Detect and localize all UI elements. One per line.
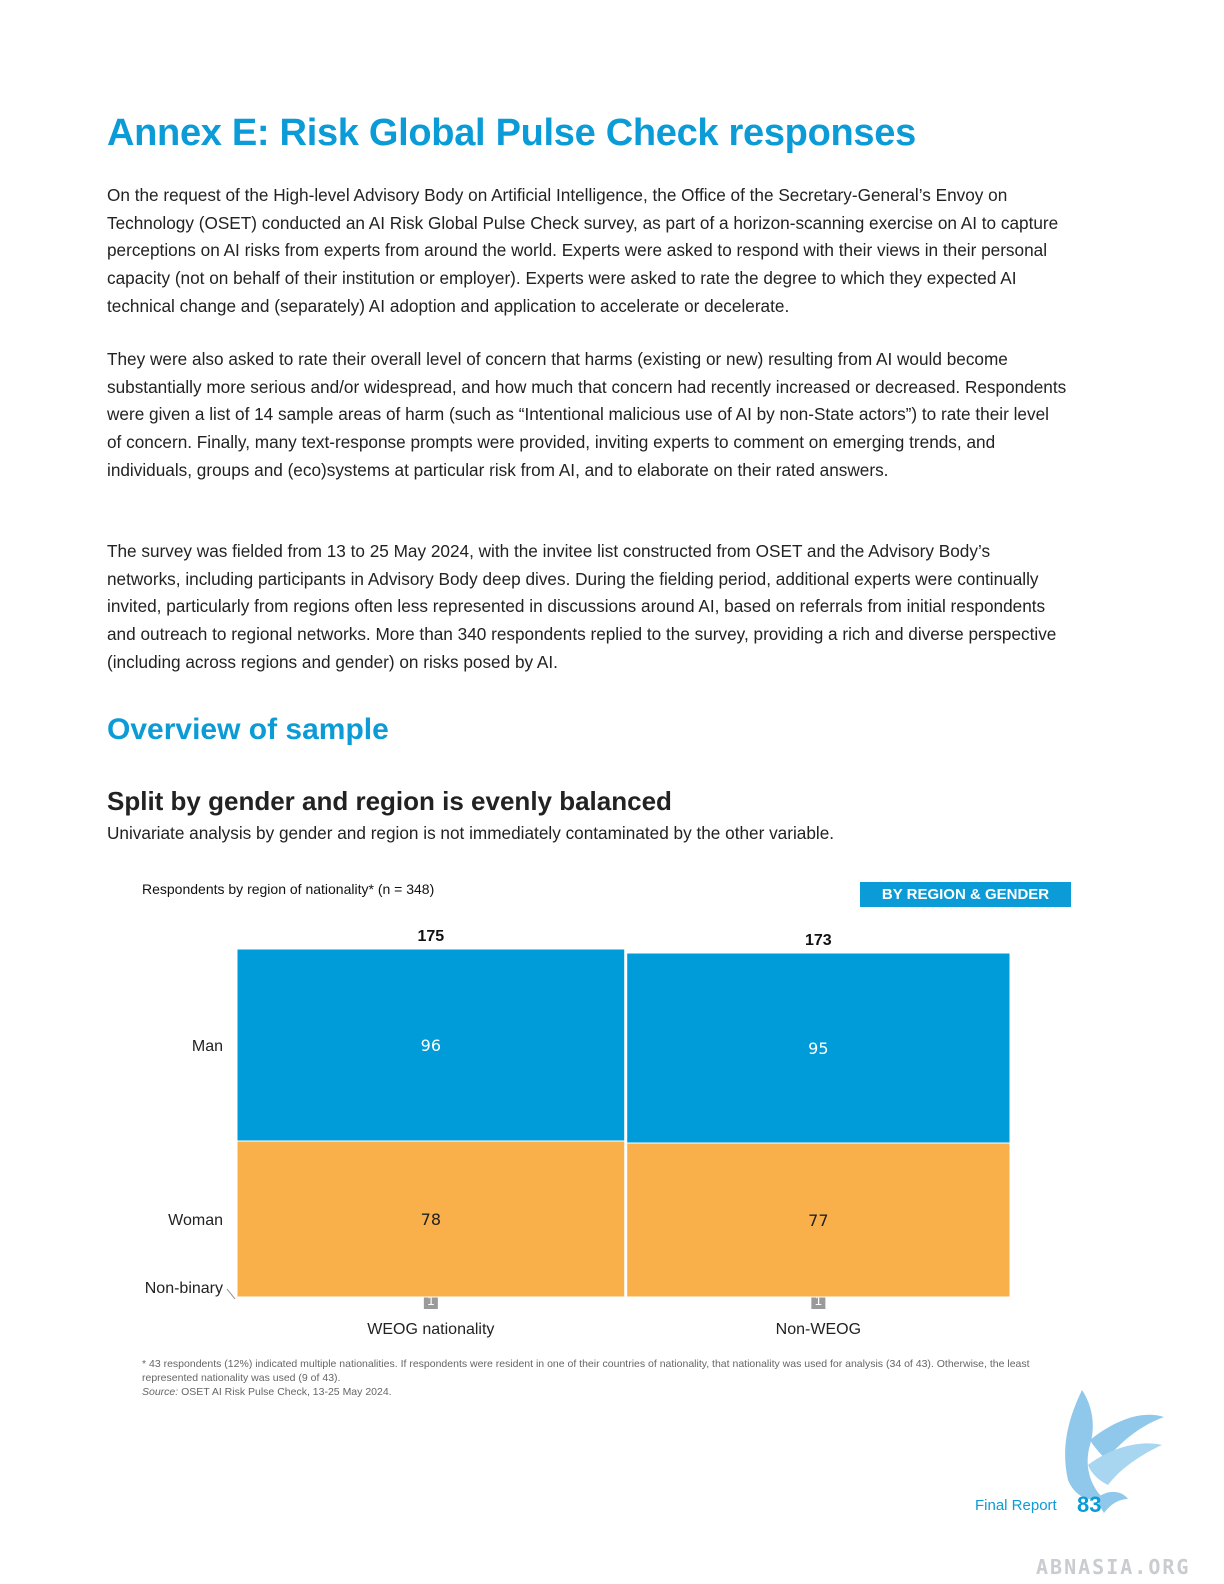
watermark-text: ABNASIA.ORG — [1036, 1555, 1191, 1579]
total-label-0: 175 — [418, 928, 445, 945]
category-label-0: WEOG nationality — [367, 1321, 494, 1338]
footnote-text: * 43 respondents (12%) indicated multipl… — [142, 1358, 1030, 1384]
total-label-1: 173 — [805, 932, 832, 949]
segment-man-1 — [626, 952, 1011, 1144]
data-label-man-0: 96 — [421, 1036, 441, 1055]
chart-heading: Split by gender and region is evenly bal… — [107, 786, 672, 816]
segment-man-0 — [236, 948, 626, 1142]
segment-woman-0 — [236, 1140, 626, 1298]
section-heading: Overview of sample — [107, 713, 389, 746]
data-label-woman-1: 77 — [808, 1211, 828, 1230]
source-line: Source: OSET AI Risk Pulse Check, 13-25 … — [142, 1385, 1042, 1399]
bird-logo-icon — [1065, 1390, 1164, 1513]
paragraph-3: The survey was fielded from 13 to 25 May… — [107, 541, 1057, 672]
data-label-nonbinary-0: 1 — [427, 1293, 434, 1308]
data-label-woman-0: 78 — [421, 1210, 441, 1229]
source-label: Source: — [142, 1386, 179, 1398]
footer-label: Final Report — [975, 1497, 1057, 1514]
paragraph-1: On the request of the High-level Advisor… — [107, 185, 1059, 316]
segment-nonbinary-0 — [423, 1289, 438, 1309]
paragraph-2: They were also asked to rate their overa… — [107, 349, 1067, 480]
category-label-1: Non-WEOG — [776, 1321, 861, 1338]
segment-woman-1 — [626, 1142, 1011, 1298]
page-title: Annex E: Risk Global Pulse Check respons… — [107, 112, 916, 154]
footnote: * 43 respondents (12%) indicated multipl… — [142, 1357, 1042, 1399]
row-label-man: Man — [192, 1038, 223, 1055]
row-label-woman: Woman — [168, 1212, 223, 1229]
nonbinary-leader-line — [226, 1288, 236, 1300]
data-label-nonbinary-1: 1 — [815, 1293, 822, 1308]
chart-title: Respondents by region of nationality* (n… — [142, 881, 435, 897]
source-text: OSET AI Risk Pulse Check, 13-25 May 2024… — [178, 1386, 392, 1398]
segment-nonbinary-1 — [811, 1289, 826, 1309]
chart-subheading: Univariate analysis by gender and region… — [107, 823, 835, 843]
page-number: 83 — [1077, 1492, 1102, 1517]
region-gender-badge: BY REGION & GENDER — [860, 882, 1071, 907]
row-label-non-binary: Non-binary — [145, 1280, 223, 1297]
data-label-man-1: 95 — [808, 1039, 828, 1058]
